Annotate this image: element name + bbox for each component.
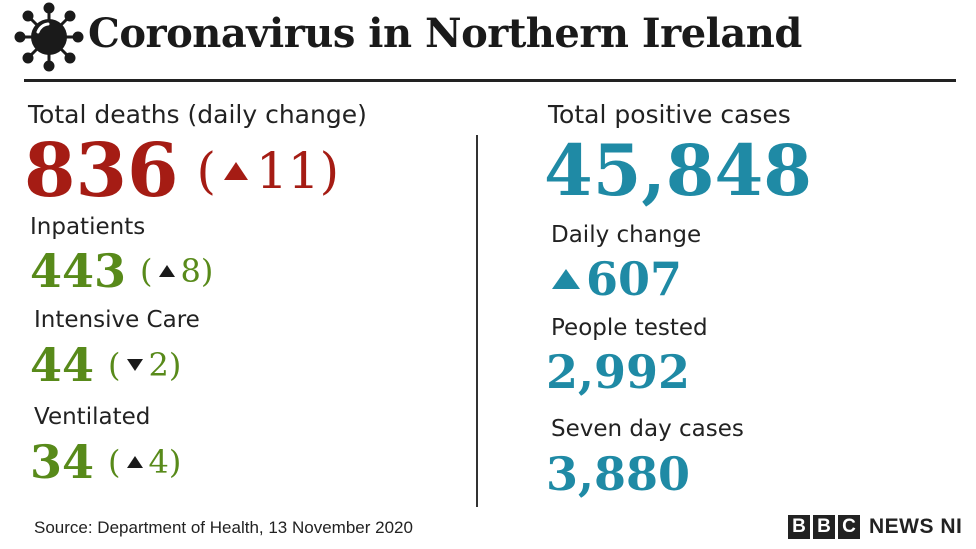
column-divider <box>476 135 478 507</box>
inpatients-change-value: 8 <box>180 252 201 290</box>
inpatients-value: 443 <box>30 244 127 298</box>
ventilated-row: 34 (4) <box>30 435 181 489</box>
bbc-news-ni-logo: B B C NEWS NI <box>788 515 962 539</box>
inpatients-change: (8) <box>140 252 214 290</box>
inpatients-label: Inpatients <box>30 214 146 240</box>
triangle-up-icon <box>158 265 175 277</box>
intensive-care-value: 44 <box>30 338 95 392</box>
bbc-logo-block: C <box>838 515 860 539</box>
total-deaths-row: 836 ( 11 ) <box>24 128 339 214</box>
total-cases-label: Total positive cases <box>548 100 791 129</box>
ventilated-label: Ventilated <box>34 404 151 430</box>
triangle-up-icon <box>223 162 248 180</box>
inpatients-row: 443 (8) <box>30 244 213 298</box>
ventilated-change-value: 4 <box>148 443 169 481</box>
intensive-care-change-value: 2 <box>148 346 169 384</box>
virus-icon <box>14 2 84 72</box>
people-tested-value: 2,992 <box>546 345 691 399</box>
intensive-care-label: Intensive Care <box>34 307 200 333</box>
people-tested-label: People tested <box>551 315 708 341</box>
daily-change-row: 607 <box>552 252 682 306</box>
seven-day-cases-value: 3,880 <box>546 447 691 501</box>
total-deaths-change-value: 11 <box>255 142 320 200</box>
triangle-up-icon <box>126 456 143 468</box>
bbc-logo-block: B <box>788 515 810 539</box>
ventilated-change: (4) <box>108 443 182 481</box>
triangle-up-icon <box>552 269 580 289</box>
seven-day-cases-label: Seven day cases <box>551 416 744 442</box>
page-title: Coronavirus in Northern Ireland <box>88 10 802 57</box>
intensive-care-row: 44 (2) <box>30 338 181 392</box>
intensive-care-change: (2) <box>108 346 182 384</box>
total-deaths-label: Total deaths (daily change) <box>28 100 367 129</box>
total-deaths-value: 836 <box>24 128 179 214</box>
daily-change-value: 607 <box>586 252 683 306</box>
total-cases-value: 45,848 <box>544 129 812 212</box>
bbc-news-text: NEWS NI <box>869 515 963 538</box>
title-divider <box>24 79 956 82</box>
bbc-logo-block: B <box>813 515 835 539</box>
ventilated-value: 34 <box>30 435 95 489</box>
daily-change-label: Daily change <box>551 222 702 248</box>
total-deaths-change: ( 11 ) <box>196 142 340 200</box>
triangle-down-icon <box>126 359 143 371</box>
source-note: Source: Department of Health, 13 Novembe… <box>34 518 413 537</box>
